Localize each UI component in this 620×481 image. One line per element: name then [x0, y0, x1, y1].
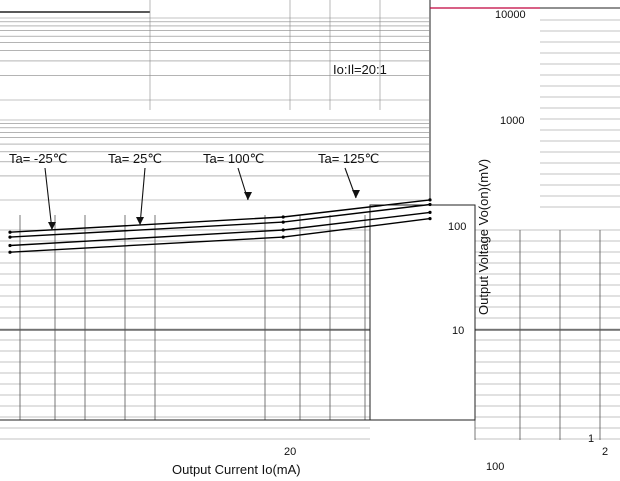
pointer-arrowhead — [136, 217, 144, 225]
axis-label-box — [369, 204, 476, 421]
data-point — [281, 220, 285, 224]
y-tick-label: 1 — [588, 433, 594, 445]
data-point — [8, 243, 12, 248]
y-tick-label: 1000 — [500, 115, 524, 127]
y-tick-label: 10000 — [495, 9, 526, 21]
x-tick-label: 100 — [486, 461, 504, 473]
y-tick-label: 10 — [452, 325, 464, 337]
pointer-arrow — [44, 167, 53, 231]
pointer-arrowhead — [244, 192, 252, 200]
x-axis-label: Output Current Io(mA) — [172, 462, 301, 477]
series-label: Ta= 25℃ — [108, 151, 162, 166]
pointer-arrowhead — [352, 190, 360, 198]
data-point — [8, 235, 12, 239]
data-point — [281, 228, 285, 232]
x-tick-label: 20 — [284, 446, 296, 458]
data-point — [428, 210, 432, 214]
series-line — [9, 199, 431, 233]
data-point — [428, 217, 432, 221]
pointer-arrow — [139, 167, 146, 226]
annotation-ratio: Io:Il=20:1 — [333, 62, 387, 77]
series-layer — [8, 198, 432, 254]
y-axis-label: Output Voltage Vo(on)(mV) — [476, 159, 491, 315]
data-point — [8, 250, 12, 254]
pointer-arrowhead — [48, 222, 56, 230]
grid — [0, 0, 620, 440]
data-point — [428, 198, 432, 202]
data-point — [428, 202, 432, 207]
data-point — [281, 215, 285, 219]
series-line — [9, 217, 431, 253]
labels: Io:Il=20:1 Output Current Io(mA) Output … — [9, 9, 608, 477]
series-label: Ta= 100℃ — [203, 151, 264, 166]
x-tick-label: 2 — [602, 446, 608, 458]
series-label: Ta= -25℃ — [9, 151, 67, 166]
label-pointers — [44, 167, 360, 231]
data-point — [8, 230, 12, 234]
y-tick-label: 100 — [448, 221, 466, 233]
data-point — [281, 235, 285, 239]
series-label: Ta= 125℃ — [318, 151, 379, 166]
